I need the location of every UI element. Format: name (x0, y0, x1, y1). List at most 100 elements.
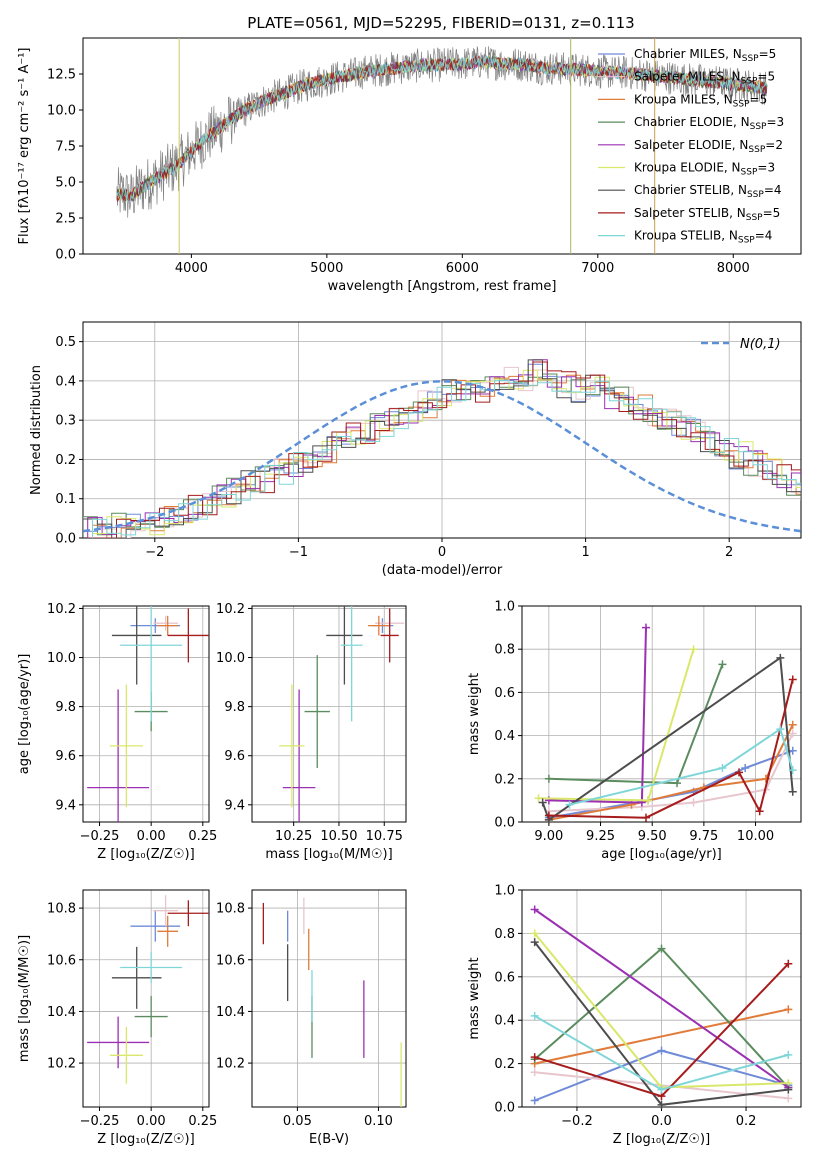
weight-point-3 (673, 779, 681, 788)
x-tick-label: 5000 (310, 261, 343, 276)
y-tick-label: 10.6 (216, 953, 245, 968)
legend-nssp-value: 5 (760, 92, 768, 106)
histogram-2 (92, 374, 801, 538)
residual-panel: −2 −1 0 1 2 0.0 0.1 0.2 0.3 0.4 0.5 (data-model)/er… (29, 321, 802, 578)
weight-point-7 (642, 813, 650, 822)
histogram-7 (87, 361, 801, 538)
figure-title: PLATE=0561, MJD=52295, FIBERID=0131, z=0… (247, 14, 634, 32)
y-tick-label: 10.0 (216, 651, 245, 666)
y-tick-label: 9.6 (224, 749, 245, 764)
weight-point-7 (735, 768, 743, 777)
y-tick-label: 1.0 (494, 600, 515, 615)
legend-model-name: Chabrier MILES (634, 47, 725, 61)
y-tick-label: 10.2 (216, 602, 245, 617)
weight-vs-z-panel: −0.2 0.0 0.2 0.0 0.2 0.4 0.6 0.8 1.0 Z [log₁₀(Z/Z… (467, 884, 802, 1147)
axes-frame (521, 605, 802, 823)
y-tick-label: 0.4 (55, 374, 76, 389)
weight-point-0 (741, 764, 750, 772)
legend-nssp-value: 5 (769, 47, 777, 61)
legend-nssp-sub: SSP (742, 54, 759, 64)
legend-model-name: Salpeter STELIB (634, 206, 729, 220)
legend-nssp-value: 5 (773, 206, 781, 220)
x-tick-label: −0.25 (80, 829, 120, 844)
weight-point-5 (689, 645, 698, 654)
x-tick-label: 10.50 (320, 829, 357, 844)
x-axis-label: mass [log₁₀(M/M☉)] (265, 847, 392, 862)
legend-nssp-sub: SSP (738, 236, 755, 246)
legend-nssp-prefix: , N (730, 183, 747, 197)
weight-point-8 (565, 800, 574, 809)
y-axis-label: mass weight (467, 673, 482, 755)
legend-nssp-eq: = (759, 47, 769, 61)
x-tick-label: −0.2 (561, 1114, 593, 1129)
x-tick-label: 6000 (446, 261, 479, 276)
y-tick-label: 10.4 (47, 1005, 76, 1020)
mass-vs-ebv-panel: 0.05 0.10 10.2 10.4 10.6 10.8 E(B-V) (216, 889, 407, 1147)
weight-point-6 (538, 798, 547, 807)
y-tick-label: 9.4 (224, 798, 245, 813)
legend-label-2: Kroupa MILES, NSSP=5 (634, 92, 767, 109)
y-tick-label: 2.5 (55, 212, 76, 227)
legend-nssp-eq: = (763, 206, 773, 220)
y-tick-label: 0.5 (55, 335, 76, 350)
y-tick-label: 0.8 (494, 643, 515, 658)
y-tick-label: 10.8 (216, 902, 245, 917)
weight-line-8 (569, 727, 794, 806)
legend-nssp-value: 4 (765, 229, 773, 243)
y-axis-label: mass [log₁₀(M/M☉)] (17, 935, 32, 1062)
legend-nssp-prefix: , N (732, 138, 749, 152)
axes-frame (251, 605, 407, 823)
weight-line-4 (534, 908, 789, 1089)
legend-label-0: Chabrier MILES, NSSP=5 (634, 47, 776, 64)
x-tick-label: 0.00 (137, 829, 166, 844)
legend-model-name: Kroupa STELIB (634, 229, 721, 243)
weight-line-0 (548, 749, 794, 819)
weight-point-0 (530, 1096, 539, 1105)
weight-point-8 (718, 764, 727, 772)
y-tick-label: 10.0 (47, 651, 76, 666)
legend-model-name: Kroupa ELODIE (634, 161, 724, 175)
weight-point-2 (788, 720, 797, 729)
legend-nssp-value: 3 (777, 115, 785, 129)
legend-model-name: Salpeter MILES (634, 70, 724, 84)
y-tick-label: 0.0 (494, 1101, 515, 1116)
x-axis-label: age [log₁₀(age/yr)] (601, 847, 722, 862)
weight-point-4 (530, 905, 539, 914)
y-tick-label: 0.3 (55, 414, 76, 429)
weight-line-6 (541, 655, 794, 822)
x-tick-label: 10.25 (275, 829, 312, 844)
legend-nssp-value: 3 (767, 161, 775, 175)
x-axis-label: E(B-V) (309, 1132, 349, 1147)
weight-point-6 (657, 1100, 666, 1109)
weight-line-3 (548, 663, 724, 785)
y-tick-label: 0.4 (494, 1014, 515, 1029)
axes-frame (82, 605, 210, 823)
y-tick-label: 10.2 (47, 1057, 76, 1072)
x-tick-label: 0.05 (283, 1114, 312, 1129)
y-tick-label: 5.0 (55, 176, 76, 191)
y-tick-label: 9.4 (55, 798, 76, 813)
weight-point-1 (530, 1068, 539, 1077)
x-tick-label: 7000 (581, 261, 614, 276)
weight-point-8 (530, 1011, 539, 1020)
legend-label-3: Chabrier ELODIE, NSSP=3 (634, 115, 784, 132)
weight-point-7 (530, 1053, 539, 1062)
legend-nssp-sub: SSP (741, 168, 758, 178)
weight-point-3 (544, 774, 553, 783)
y-tick-label: 10.2 (47, 602, 76, 617)
legend-nssp-eq: = (764, 183, 774, 197)
legend-nssp-eq: = (755, 229, 765, 243)
weight-point-8 (776, 725, 785, 734)
legend-nssp-sub: SSP (741, 77, 758, 87)
y-axis-label: mass weight (467, 957, 482, 1039)
y-tick-label: 7.5 (55, 140, 76, 155)
y-tick-label: 10.4 (216, 1005, 245, 1020)
legend-nssp-value: 4 (774, 183, 782, 197)
weight-point-6 (784, 1085, 793, 1094)
weight-point-7 (788, 675, 797, 684)
y-tick-label: 0.2 (55, 453, 76, 468)
legend-nssp-prefix: , N (721, 229, 738, 243)
x-tick-label: 9.50 (638, 829, 667, 844)
y-tick-label: 0.4 (494, 729, 515, 744)
weight-point-8 (657, 1085, 666, 1094)
